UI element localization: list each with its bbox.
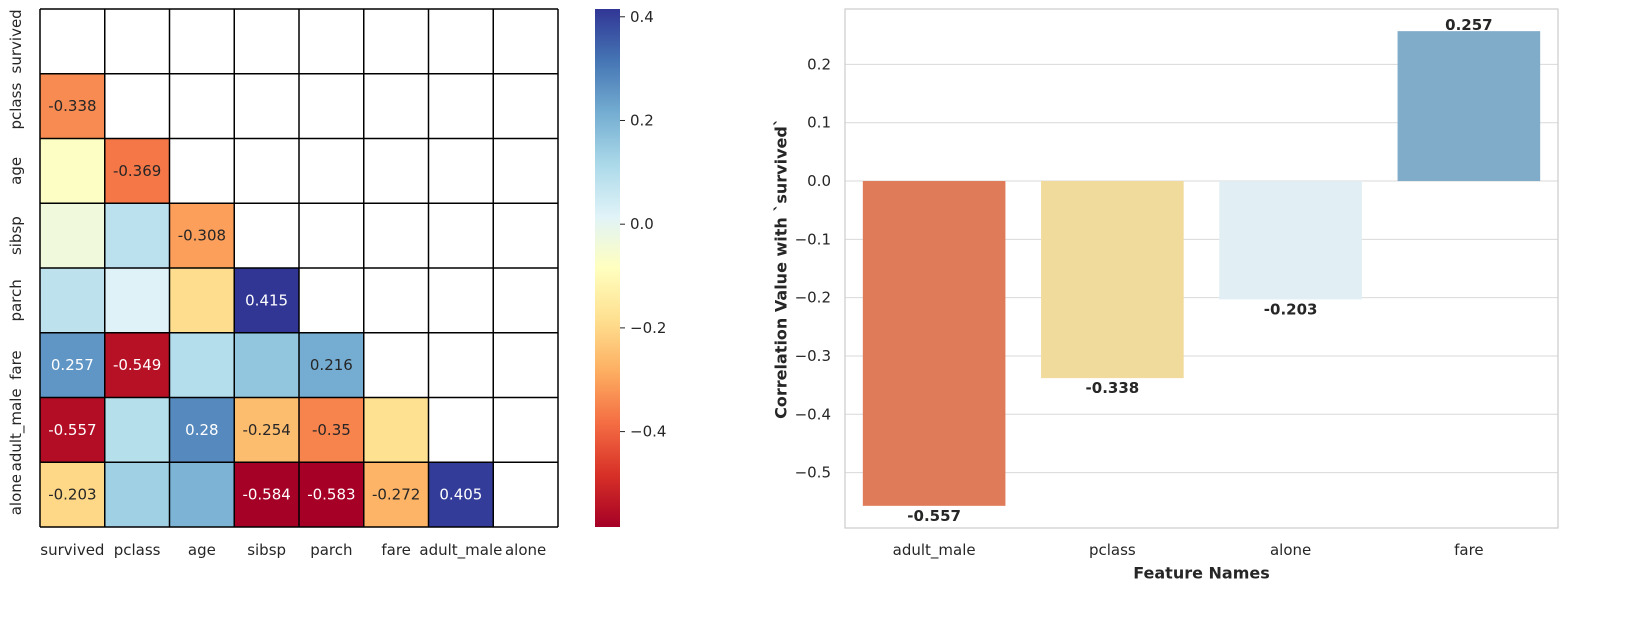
bar-x-tick-label: pclass (1089, 541, 1136, 559)
heatmap-y-tick-label: age (7, 157, 25, 185)
bar-value-label: -0.203 (1264, 300, 1318, 318)
heatmap-cell (234, 462, 299, 527)
heatmap-y-tick-label: pclass (7, 83, 25, 130)
heatmap-cell-label: -0.254 (242, 421, 290, 439)
heatmap-y-tick-label: parch (7, 279, 25, 321)
bar-value-label: -0.557 (907, 507, 961, 525)
heatmap-x-tick-label: parch (310, 541, 352, 559)
heatmap-cell (169, 332, 235, 398)
colorbar: 0.4 0.2 0.0 −0.2 −0.4 (595, 8, 666, 527)
heatmap-cell-label: 0.28 (185, 421, 218, 439)
heatmap-cell (104, 332, 170, 398)
heatmap-cell (40, 138, 105, 204)
heatmap-cell (104, 268, 170, 333)
heatmap-cell-label: -0.369 (113, 162, 161, 180)
heatmap-x-tick-label: fare (381, 541, 411, 559)
bar-x-tick-label: adult_male (893, 541, 976, 560)
bar-x-tick-label: alone (1270, 541, 1311, 559)
heatmap-cell (104, 462, 170, 527)
bar-y-tick-label: −0.3 (795, 347, 831, 365)
heatmap-cell (40, 268, 105, 333)
heatmap-x-tick-label: alone (505, 541, 546, 559)
bar-y-tick-label: −0.1 (795, 230, 831, 248)
bar-y-tick-label: 0.0 (807, 172, 831, 190)
heatmap-x-tick-label: age (188, 541, 216, 559)
heatmap-cell-label: 0.415 (245, 291, 288, 309)
heatmap-cell (234, 332, 299, 398)
heatmap-cell-label: 0.405 (439, 486, 482, 504)
heatmap-cell-label: -0.203 (48, 486, 96, 504)
heatmap-y-tick-label: survived (7, 9, 25, 73)
heatmap-y-tick-label: fare (7, 350, 25, 380)
bar-y-axis-label: Correlation Value with `survived` (772, 118, 791, 419)
colorbar-tick-label: 0.2 (630, 111, 654, 129)
heatmap-x-tick-label: sibsp (247, 541, 286, 559)
heatmap-cell (104, 138, 170, 204)
heatmap-cell (299, 397, 364, 463)
heatmap-y-tick-label: alone (7, 474, 25, 515)
heatmap-x-tick-label: survived (40, 541, 104, 559)
heatmap-cell-label: -0.557 (48, 421, 96, 439)
heatmap-cell (234, 268, 299, 333)
heatmap-cell-label: -0.584 (242, 486, 290, 504)
bar-y-tick-label: 0.2 (807, 55, 831, 73)
bar-y-tick-label: −0.4 (795, 405, 831, 423)
heatmap-cell-label: -0.308 (178, 227, 226, 245)
heatmap-cell (299, 462, 364, 527)
bar-pclass (1041, 181, 1184, 379)
heatmap-cell (169, 203, 235, 268)
correlation-heatmap: -0.338 -0.369 -0.308 0.415 0.257 -0.549 0.216 -… (7, 8, 559, 560)
correlation-bar-chart: 0.2 0.1 0.0 −0.1 −0.2 −0.3 −0.4 −0.5 -0.557 adult… (772, 8, 1559, 583)
heatmap-cell (40, 73, 105, 139)
heatmap-cell-label: 0.257 (51, 356, 94, 374)
bar-y-tick-label: −0.5 (795, 464, 831, 482)
heatmap-cell (169, 268, 235, 333)
heatmap-x-tick-label: adult_male (419, 541, 502, 560)
bar-value-label: -0.338 (1086, 379, 1140, 397)
heatmap-cell-label: -0.338 (48, 97, 96, 115)
heatmap-cell (104, 203, 170, 268)
heatmap-cell-label: -0.583 (307, 486, 355, 504)
heatmap-cell (363, 397, 429, 463)
bar-value-label: 0.257 (1445, 16, 1492, 34)
heatmap-cell (169, 462, 235, 527)
bar-plot-frame (844, 8, 1559, 529)
heatmap-cell (234, 397, 299, 463)
bar-y-tick-label: −0.2 (795, 289, 831, 307)
colorbar-gradient (595, 9, 620, 527)
bar-alone (1219, 181, 1362, 300)
heatmap-cell (104, 397, 170, 463)
bar-x-tick-label: fare (1454, 541, 1484, 559)
bar-fare (1397, 31, 1541, 182)
heatmap-cell (299, 332, 364, 398)
bar-x-axis-label: Feature Names (1133, 564, 1270, 583)
heatmap-y-tick-label: sibsp (7, 216, 25, 255)
heatmap-cell (428, 462, 494, 527)
heatmap-cell (40, 397, 105, 463)
colorbar-tick-label: 0.0 (630, 215, 654, 233)
heatmap-x-tick-label: pclass (114, 541, 161, 559)
colorbar-tick-label: −0.4 (630, 423, 666, 441)
heatmap-cell-label: 0.216 (310, 356, 353, 374)
heatmap-cell (40, 332, 105, 398)
heatmap-cell-label: -0.272 (372, 486, 420, 504)
colorbar-tick-label: 0.4 (630, 8, 654, 26)
colorbar-tick-label: −0.2 (630, 319, 666, 337)
bar-adult_male (862, 181, 1006, 506)
heatmap-cell-label: -0.549 (113, 356, 161, 374)
heatmap-cell (40, 462, 105, 527)
heatmap-cell (169, 397, 235, 463)
bar-y-tick-label: 0.1 (807, 114, 831, 132)
heatmap-cell (363, 462, 429, 527)
heatmap-cell (40, 203, 105, 268)
heatmap-cell-label: -0.35 (312, 421, 351, 439)
heatmap-y-tick-label: adult_male (7, 388, 26, 471)
